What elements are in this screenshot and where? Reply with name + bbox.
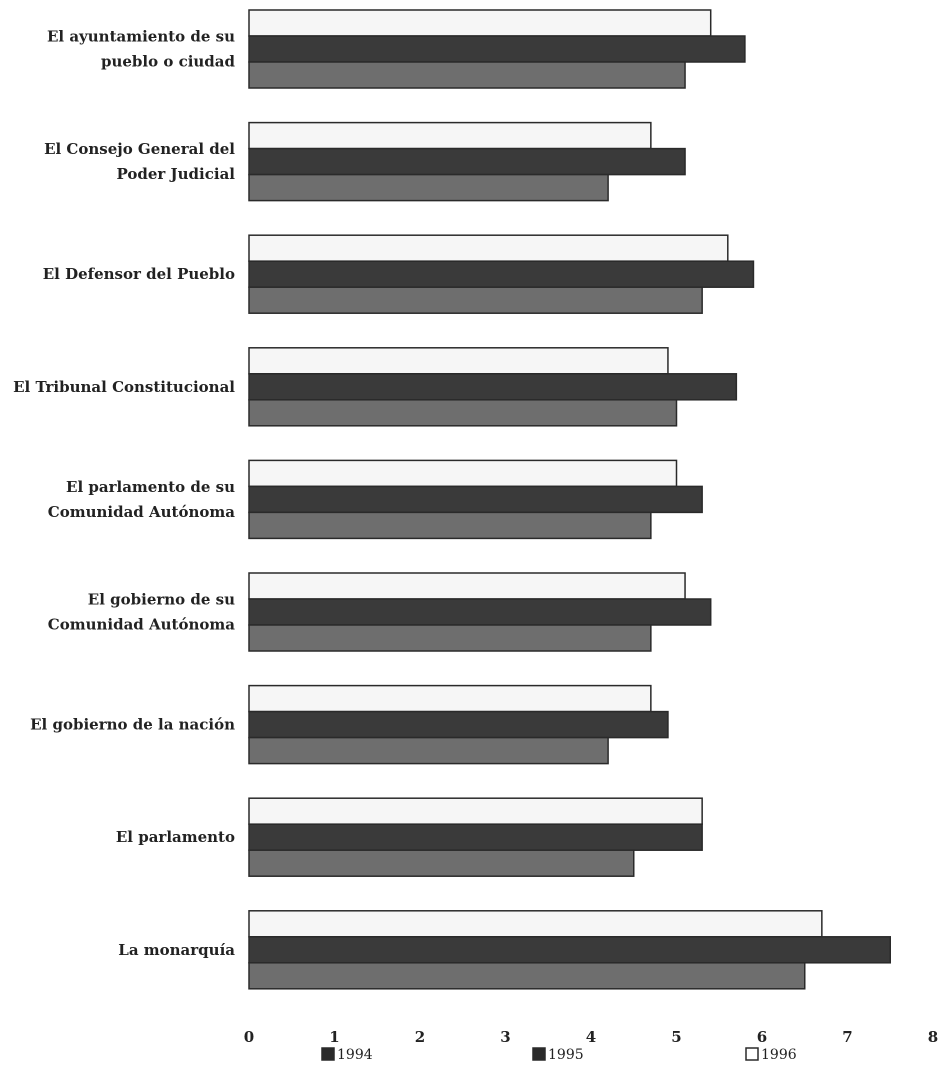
bar-1995-5 [248, 598, 712, 626]
bar-1995-7 [248, 823, 703, 851]
x-tick-label-0: 0 [244, 1028, 254, 1046]
bar-1996-7 [248, 797, 703, 825]
x-tick-label-2: 2 [415, 1028, 425, 1046]
category-labels: El ayuntamiento de su pueblo o ciudad El C… [13, 28, 235, 959]
category-label-5-1: Comunidad Autónoma [48, 616, 236, 634]
category-label-1-1: Poder Judicial [117, 165, 236, 183]
bar-1994-5 [248, 624, 652, 652]
category-label-8-0: La monarquía [118, 941, 235, 959]
category-label-0-0: El ayuntamiento de su [47, 28, 235, 46]
bar-1996-1 [248, 121, 652, 150]
x-tick-label-8: 8 [928, 1028, 938, 1046]
bar-1996-4 [248, 459, 678, 488]
bar-1995-6 [248, 710, 669, 739]
category-label-5-0: El gobierno de su [88, 591, 235, 609]
x-tick-label-1: 1 [329, 1028, 339, 1046]
category-label-2-0: El Defensor del Pueblo [43, 265, 235, 283]
legend-swatch-1995 [532, 1047, 546, 1061]
legend: 1994 1995 1996 [321, 1047, 797, 1063]
bar-1996-2 [248, 234, 729, 262]
x-tick-label-4: 4 [586, 1028, 596, 1046]
bar-1994-3 [248, 399, 678, 427]
category-label-4-1: Comunidad Autónoma [48, 503, 236, 521]
bar-1996-6 [248, 684, 652, 713]
bar-1996-8 [248, 910, 823, 938]
bar-1996-3 [248, 347, 669, 375]
category-label-4-0: El parlamento de su [66, 478, 235, 496]
x-tick-label-7: 7 [842, 1028, 852, 1046]
bar-1994-7 [248, 849, 635, 877]
bar-1994-6 [248, 736, 609, 765]
x-tick-label-3: 3 [500, 1028, 510, 1046]
bar-1995-2 [248, 260, 755, 288]
bar-1994-8 [248, 962, 806, 990]
category-label-1-0: El Consejo General del [44, 140, 235, 158]
bar-1995-8 [248, 936, 891, 964]
bar-1995-1 [248, 147, 686, 176]
bar-1994-2 [248, 286, 703, 314]
x-axis-ticks: 0 1 2 3 4 5 6 7 8 [244, 1028, 938, 1046]
category-label-7-0: El parlamento [116, 828, 235, 846]
category-label-6-0: El gobierno de la nación [30, 716, 235, 734]
bar-1996-5 [248, 572, 686, 600]
bar-1995-3 [248, 373, 738, 401]
bar-1995-0 [248, 35, 746, 63]
bar-1994-1 [248, 173, 609, 202]
x-tick-label-5: 5 [671, 1028, 681, 1046]
category-label-0-1: pueblo o ciudad [101, 53, 236, 71]
legend-swatch-1994 [321, 1047, 335, 1061]
x-tick-label-6: 6 [757, 1028, 767, 1046]
bar-1995-4 [248, 485, 703, 514]
bar-1996-0 [248, 9, 712, 37]
legend-label-1996: 1996 [761, 1047, 797, 1063]
bars-group [248, 9, 891, 990]
legend-label-1994: 1994 [337, 1047, 373, 1063]
legend-swatch-1996 [745, 1047, 759, 1061]
bar-1994-4 [248, 511, 652, 540]
category-label-3-0: El Tribunal Constitucional [13, 378, 235, 396]
bar-1994-0 [248, 61, 686, 89]
legend-label-1995: 1995 [548, 1047, 584, 1063]
